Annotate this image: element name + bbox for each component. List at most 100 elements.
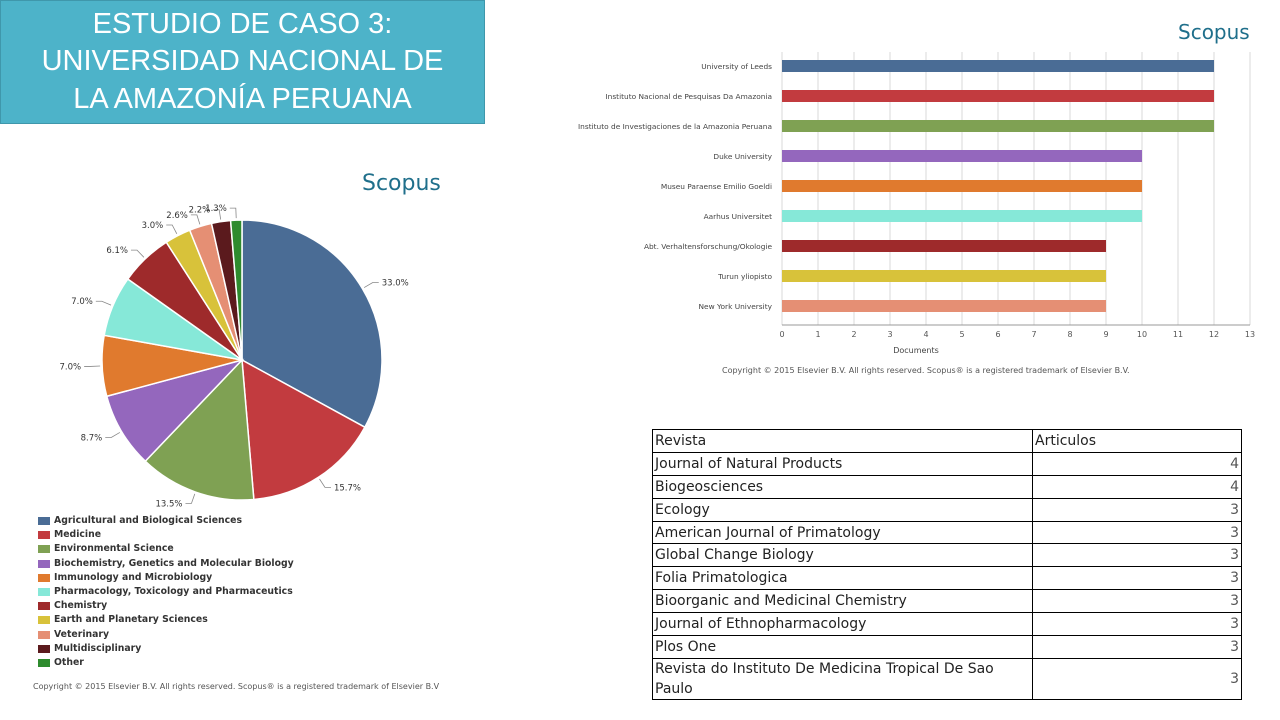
x-axis-title: Documents [893,346,939,355]
scopus-logo-pie: Scopus [362,171,441,196]
legend-label: Environmental Science [54,543,174,555]
bar [782,210,1142,222]
legend-label: Pharmacology, Toxicology and Pharmaceuti… [54,585,293,597]
legend-swatch [38,517,50,525]
journal-name-cell: Plos One [652,635,1033,659]
category-label: Instituto Nacional de Pesquisas Da Amazo… [605,92,772,101]
pie-slice [241,358,366,501]
data-label-connector [363,282,379,288]
bar [782,270,1106,282]
table-row: Biogeosciences 4 [652,474,1242,499]
column-header: Articulos [1032,429,1242,453]
subject-area-pie-chart: 33.0% 15.7% 13.5% 8.7% 7.0% 7.0% 6.1% 3.0%2.6%2… [60,204,409,509]
x-tick-label: 4 [923,330,928,339]
x-tick-label: 8 [1067,330,1072,339]
pie-slice [241,219,383,429]
legend-label: Immunology and Microbiology [54,571,213,583]
journal-table: Revista Articulos Journal of Natural Produ… [652,429,1242,700]
article-count-cell: 3 [1032,657,1242,700]
journal-name-cell: Global Change Biology [652,543,1033,568]
title-line-3: LA AMAZONÍA PERUANA [73,83,412,115]
legend-label: Chemistry [54,600,108,612]
table-row: Ecology 3 [652,497,1242,522]
data-label-connector [105,432,121,438]
x-tick-label: 5 [959,330,964,339]
bar [782,60,1214,72]
legend-swatch [38,602,50,611]
data-label: 15.7% [334,483,361,493]
slide-title: ESTUDIO DE CASO 3: UNIVERSIDAD NACIONAL … [0,0,485,124]
journal-name-cell: Biogeosciences [652,474,1033,499]
legend-swatch [38,644,50,653]
table-row: American Journal of Primatology 3 [652,520,1242,545]
legend-label: Biochemistry, Genetics and Molecular Bio… [54,557,294,569]
x-tick-label: 11 [1173,330,1183,339]
data-label: 6.1% [106,246,128,256]
data-label: 7.0% [71,297,93,307]
data-label-connector [190,214,201,225]
table-row: Global Change Biology 3 [652,543,1242,568]
data-label: 2.6% [166,211,188,221]
bar-copyright: Copyright © 2015 Elsevier B.V. All right… [722,366,1130,375]
article-count-cell: 3 [1032,612,1242,637]
legend-label: Earth and Planetary Sciences [54,614,208,626]
data-label: 7.0% [60,362,82,372]
article-count-cell: 3 [1032,520,1242,545]
legend-label: Multidisciplinary [54,642,142,654]
legend-swatch [38,658,50,667]
legend-swatch [38,587,50,596]
legend-label: Medicine [54,529,102,541]
title-line-1: ESTUDIO DE CASO 3: [92,8,393,40]
data-label: 8.7% [81,434,103,444]
article-count-cell: 4 [1032,474,1242,499]
journal-name-cell: Bioorganic and Medicinal Chemistry [652,589,1033,614]
article-count-cell: 3 [1032,589,1242,614]
legend-swatch [38,573,50,582]
data-label: 33.0% [382,278,409,288]
legend-swatch [38,559,50,568]
table-row: Revista do Instituto De Medicina Tropica… [652,657,1242,700]
legend-label: Other [54,656,84,668]
table-row: Journal of Natural Products 4 [652,451,1242,476]
category-label: Museu Paraense Emilio Goeldi [661,182,772,191]
data-label: 3.0% [142,221,164,231]
x-tick-label: 7 [1031,330,1036,339]
x-tick-label: 1 [815,330,820,339]
category-label: University of Leeds [701,62,772,71]
data-label-connector [130,249,145,258]
x-tick-label: 13 [1245,330,1255,339]
title-line-2: UNIVERSIDAD NACIONAL DE [41,45,444,77]
category-label: Turun yliopisto [717,272,772,281]
table-row: Journal of Ethnopharmacology 3 [652,612,1242,637]
bar [782,120,1214,132]
legend-label: Agricultural and Biological Sciences [54,515,243,526]
legend-swatch [38,616,50,625]
category-label: Duke University [713,152,772,161]
category-label: Instituto de Investigaciones de la Amazo… [578,122,772,131]
pie-slice [144,358,255,501]
column-header: Revista [652,429,1033,453]
journal-name-cell: Folia Primatologica [652,566,1033,591]
data-label-connector [229,207,237,219]
table-row: Plos One 3 [652,635,1242,659]
bar [782,90,1214,102]
data-label: 1.3% [205,204,227,214]
legend-label: Veterinary [54,628,110,640]
table-row: Bioorganic and Medicinal Chemistry 3 [652,589,1242,614]
x-tick-label: 3 [887,330,892,339]
bar [782,240,1106,252]
category-label: New York University [699,302,773,311]
x-tick-label: 10 [1137,330,1147,339]
table-header-row: Revista Articulos [652,429,1242,453]
legend-swatch [38,630,50,639]
article-count-cell: 3 [1032,497,1242,522]
x-tick-label: 9 [1103,330,1108,339]
data-label-connector [166,224,178,235]
data-label-connector [95,300,112,306]
journal-name-cell: Journal of Ethnopharmacology [652,612,1033,637]
journal-name-cell: Ecology [652,497,1033,522]
x-tick-label: 6 [995,330,1000,339]
data-label-connector [319,478,331,488]
journal-name-cell: Journal of Natural Products [652,451,1033,476]
